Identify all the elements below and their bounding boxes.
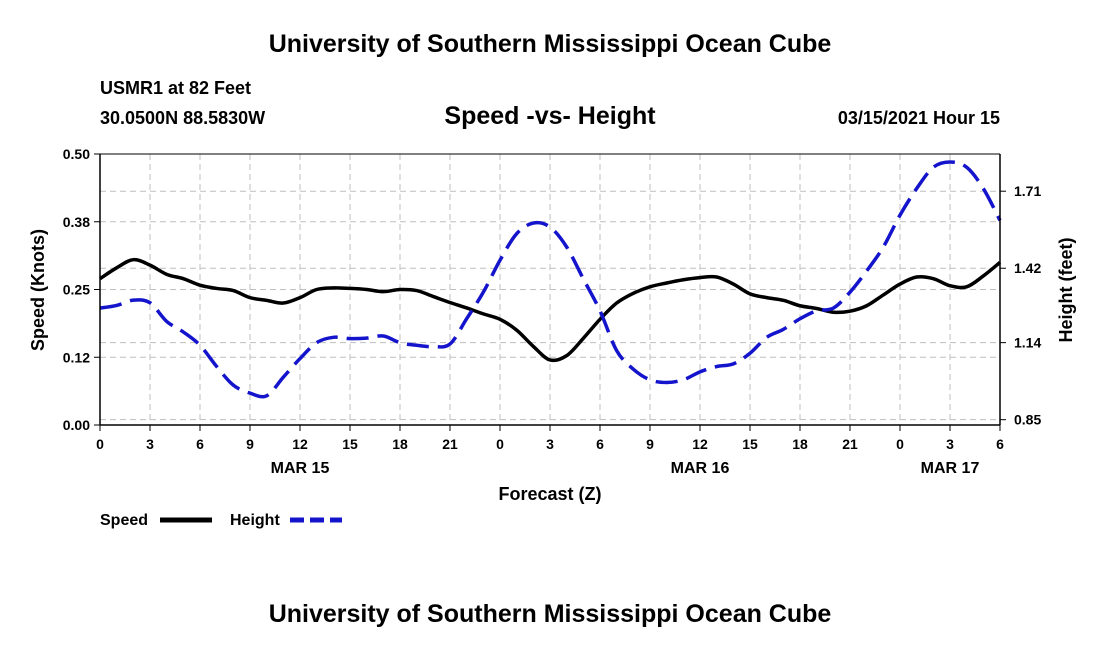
x-tick-label: 18 <box>392 436 408 452</box>
x-tick-label: 21 <box>442 436 458 452</box>
x-tick-label: 21 <box>842 436 858 452</box>
x-tick-label: 3 <box>946 436 954 452</box>
axis-labels: Forecast (Z) Speed (Knots) Height (feet) <box>28 229 1076 504</box>
x-tick-label: 0 <box>896 436 904 452</box>
x-tick-label: 6 <box>596 436 604 452</box>
x-tick-label: 12 <box>692 436 708 452</box>
date-label: 03/15/2021 Hour 15 <box>837 108 1000 128</box>
y-tick-label: 0.38 <box>63 214 90 230</box>
y2-tick-label: 1.42 <box>1014 260 1041 276</box>
y-tick-label: 0.12 <box>63 349 90 365</box>
chart-title: Speed -vs- Height <box>444 102 656 130</box>
x-tick-label: 6 <box>196 436 204 452</box>
x-tick-label: 3 <box>146 436 154 452</box>
bottom-title: University of Southern Mississippi Ocean… <box>268 600 832 628</box>
x-tick-label: 6 <box>996 436 1004 452</box>
y2-tick-label: 1.14 <box>1014 335 1041 351</box>
series-layer <box>99 160 1002 399</box>
speed-series-line <box>99 257 1002 363</box>
x-tick-label: 3 <box>546 436 554 452</box>
x-axis-label: Forecast (Z) <box>498 484 601 504</box>
x-tick-label: 15 <box>342 436 358 452</box>
height-series-line <box>99 160 1002 399</box>
x-tick-label: 15 <box>742 436 758 452</box>
x-tick-label: 12 <box>292 436 308 452</box>
x-tick-label: 0 <box>496 436 504 452</box>
coordinates-label: 30.0500N 88.5830W <box>100 108 266 128</box>
y2-axis-label: Height (feet) <box>1056 238 1076 343</box>
x-tick-label: 18 <box>792 436 808 452</box>
legend-height-label: Height <box>230 512 280 529</box>
y-tick-label: 0.00 <box>63 417 90 433</box>
date-label: MAR 15 <box>271 460 330 477</box>
y2-tick-label: 1.71 <box>1014 183 1041 199</box>
x-tick-label: 9 <box>646 436 654 452</box>
station-label: USMR1 at 82 Feet <box>100 78 252 98</box>
y-tick-label: 0.25 <box>63 282 90 298</box>
x-tick-label: 9 <box>246 436 254 452</box>
grid <box>100 154 1000 425</box>
date-label: MAR 17 <box>921 460 980 477</box>
top-title: University of Southern Mississippi Ocean… <box>268 30 832 58</box>
legend-speed-label: Speed <box>100 512 148 529</box>
axes: 0 3 6 9 12 15 18 21 0 3 6 9 12 15 18 21 0 3 6 MAR 15 MAR 16 M… <box>63 146 1042 477</box>
y-axis-label: Speed (Knots) <box>28 229 48 351</box>
y-tick-label: 0.50 <box>63 146 90 162</box>
date-label: MAR 16 <box>671 460 730 477</box>
y2-tick-label: 0.85 <box>1014 412 1041 428</box>
legend: Speed Height <box>100 512 342 529</box>
x-tick-label: 0 <box>96 436 104 452</box>
